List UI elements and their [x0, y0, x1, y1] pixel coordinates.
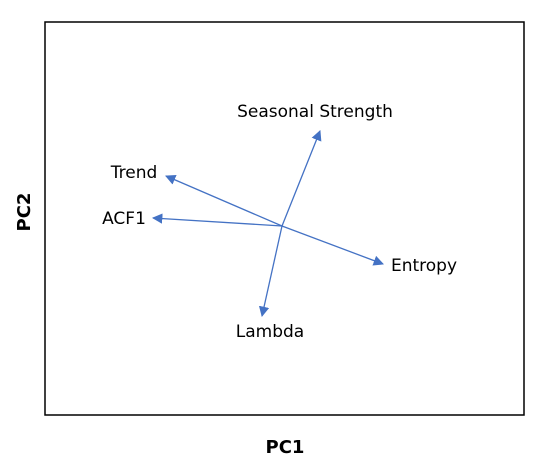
arrow [165, 174, 283, 227]
arrow [281, 225, 384, 266]
arrow [258, 225, 283, 318]
arrow [281, 130, 322, 227]
node-label: Seasonal Strength [237, 102, 393, 122]
x-axis-label: PC1 [266, 437, 305, 458]
plot-frame [44, 21, 525, 416]
node-label: ACF1 [102, 209, 146, 229]
arrow [151, 213, 283, 227]
node-label: Lambda [236, 322, 304, 342]
node-label: Entropy [391, 256, 457, 276]
y-axis-label: PC2 [14, 193, 35, 232]
node-label: Trend [110, 163, 158, 183]
